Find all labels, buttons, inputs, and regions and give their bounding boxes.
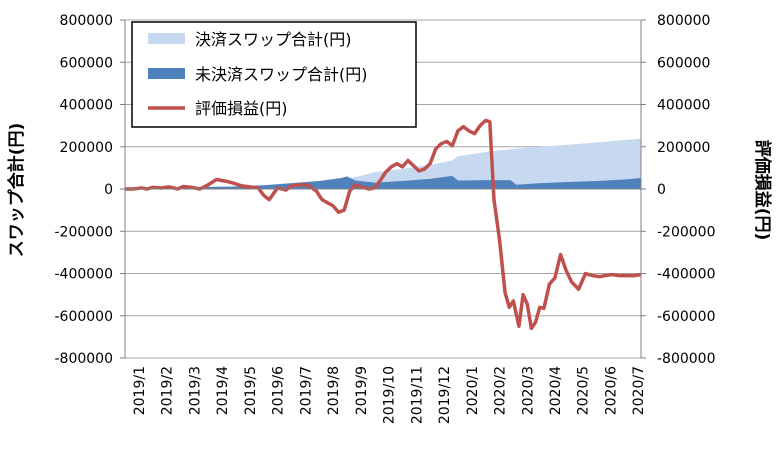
left-y-tick-labels: 800000 600000 400000 200000 0 -200000 -400000 -… [55, 13, 114, 367]
legend-label-unsettled: 未決済スワップ合計(円) [195, 65, 368, 84]
left-y-tick-label: 800000 [60, 13, 113, 29]
legend: 決済スワップ合計(円) 未決済スワップ合計(円) 評価損益(円) [131, 21, 417, 128]
right-y-tick-label: 600000 [657, 55, 710, 71]
x-tick-label: 2020/2 [493, 366, 509, 415]
x-tick-label: 2019/8 [326, 366, 342, 415]
settled-swap-area [125, 138, 641, 189]
right-y-tick-label: -600000 [657, 309, 716, 325]
x-tick-label: 2019/9 [354, 366, 370, 415]
x-tick-label: 2020/7 [631, 366, 647, 415]
legend-label-pnl: 評価損益(円) [195, 99, 288, 118]
left-y-tick-label: 600000 [60, 55, 113, 71]
left-y-tick-label: -400000 [55, 267, 114, 283]
x-tick-label: 2019/2 [160, 366, 176, 415]
x-tick-label: 2020/6 [603, 366, 619, 415]
x-tick-label: 2019/12 [437, 366, 453, 424]
left-y-tick-label: -200000 [55, 224, 114, 240]
line-series-layer [125, 118, 642, 331]
x-tick-label: 2020/5 [576, 366, 592, 415]
right-y-tick-label: 200000 [657, 140, 710, 156]
x-tick-label: 2019/6 [271, 366, 287, 415]
right-y-tick-labels: 800000 600000 400000 200000 0 -200000 -400000 -… [657, 13, 716, 367]
left-y-tick-label: 400000 [60, 98, 113, 114]
left-y-tick-label: 0 [104, 182, 113, 198]
x-tick-label: 2020/1 [465, 366, 481, 415]
x-tick-label: 2020/4 [548, 366, 564, 415]
x-tick-label: 2020/3 [520, 366, 536, 415]
right-y-tick-label: 800000 [657, 13, 710, 29]
x-tick-label: 2019/11 [409, 366, 425, 424]
x-tick-labels: 2019/1 2019/2 2019/3 2019/4 2019/5 2019/6 2019… [132, 366, 647, 424]
left-y-tick-label: 200000 [60, 140, 113, 156]
x-tick-label: 2019/3 [187, 366, 203, 415]
pnl-line [125, 118, 642, 331]
x-tick-label: 2019/1 [132, 366, 148, 415]
x-tick-label: 2019/4 [215, 366, 231, 415]
left-y-tick-label: -600000 [55, 309, 114, 325]
legend-label-settled: 決済スワップ合計(円) [195, 30, 352, 49]
legend-swatch-unsettled [148, 68, 185, 79]
axes [120, 19, 646, 359]
x-tick-label: 2019/5 [243, 366, 259, 415]
right-y-tick-label: 400000 [657, 98, 710, 114]
legend-swatch-settled [148, 33, 185, 44]
right-y-tick-label: -800000 [657, 351, 716, 367]
right-y-axis-title: 評価損益(円) [752, 140, 773, 241]
left-y-tick-label: -800000 [55, 351, 114, 367]
left-y-axis-title: スワップ合計(円) [6, 123, 27, 258]
right-y-tick-label: 0 [657, 182, 666, 198]
x-tick-label: 2019/10 [382, 366, 398, 424]
right-y-tick-label: -400000 [657, 267, 716, 283]
right-y-tick-label: -200000 [657, 224, 716, 240]
x-tick-label: 2019/7 [298, 366, 314, 415]
